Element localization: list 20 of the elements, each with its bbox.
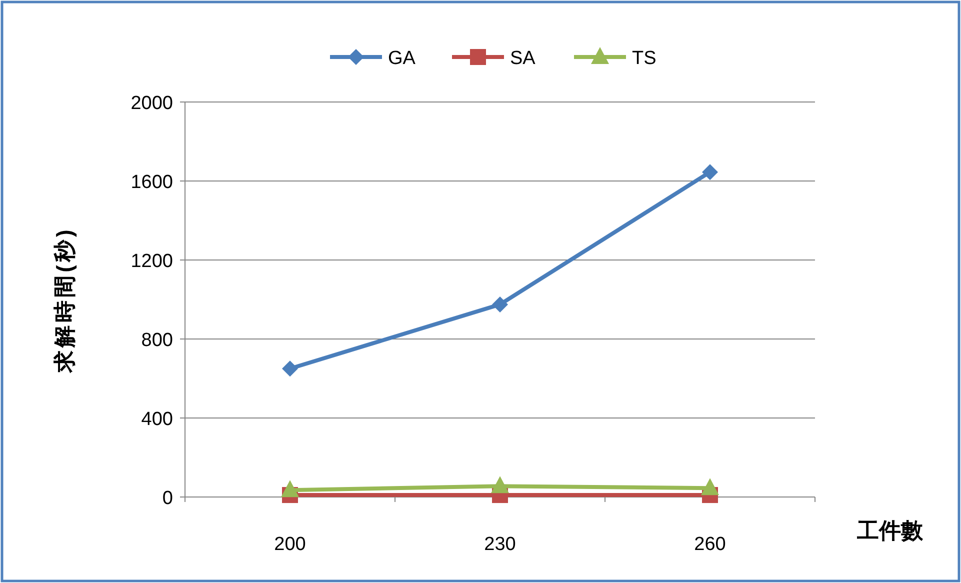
y-tick-label: 0 bbox=[162, 488, 173, 509]
y-axis-title: 求解時間(秒) bbox=[52, 226, 77, 374]
y-tick-label: 2000 bbox=[130, 93, 173, 114]
x-tick-label: 230 bbox=[484, 534, 516, 555]
y-tick-label: 800 bbox=[141, 330, 173, 351]
point bbox=[282, 360, 298, 377]
y-tick-label: 1200 bbox=[130, 251, 173, 272]
point bbox=[701, 478, 719, 496]
y-tick-label: 1600 bbox=[130, 172, 173, 193]
legend-label: SA bbox=[510, 48, 536, 69]
point bbox=[702, 164, 718, 180]
y-tick-label: 400 bbox=[141, 409, 173, 430]
x-axis-title: 工件數 bbox=[856, 518, 924, 543]
point bbox=[491, 476, 509, 494]
x-tick-label: 260 bbox=[694, 534, 726, 555]
point bbox=[492, 296, 508, 312]
legend-label: GA bbox=[388, 48, 416, 69]
legend-label: TS bbox=[632, 48, 656, 69]
point bbox=[281, 480, 299, 498]
x-tick-label: 200 bbox=[274, 534, 306, 555]
